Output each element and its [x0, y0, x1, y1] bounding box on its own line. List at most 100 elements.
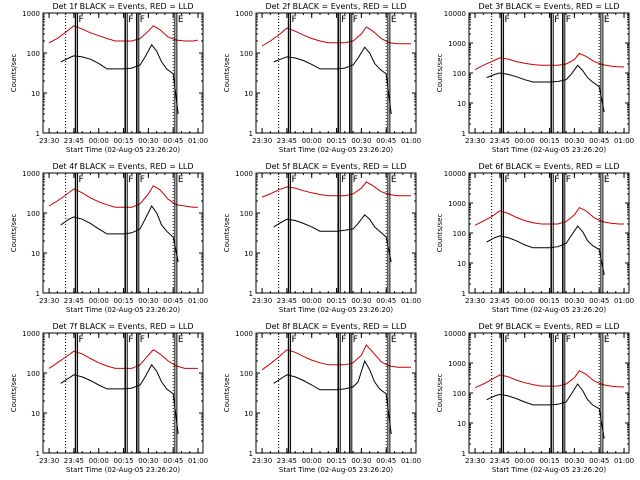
lld-series-line — [48, 185, 198, 208]
y-tick-label: 10 — [31, 410, 40, 418]
panel-title: Det 6f BLACK = Events, RED = LLD — [478, 162, 619, 171]
x-tick-label: 00:30 — [138, 457, 158, 465]
panel-title: Det 4f BLACK = Events, RED = LLD — [52, 162, 193, 171]
x-tick-label: 23:45 — [490, 457, 510, 465]
y-tick-label: 1000 — [22, 330, 40, 338]
x-axis-label: Start Time (02-Aug-05 23:26:20) — [492, 306, 606, 314]
marker-label: F — [566, 175, 571, 185]
marker-label: E — [604, 175, 610, 185]
y-tick-label: 1 — [36, 450, 40, 458]
marker-label: F — [554, 15, 559, 25]
x-tick-label: 00:15 — [326, 297, 346, 305]
x-tick-label: 00:45 — [376, 457, 396, 465]
x-tick-label: 00:15 — [539, 297, 559, 305]
plot-frame — [42, 332, 204, 454]
lld-series-line — [261, 26, 411, 47]
marker-label: F — [566, 15, 571, 25]
x-tick-label: 23:30 — [252, 457, 272, 465]
marker-label: F — [128, 335, 133, 345]
x-tick-label: 00:45 — [589, 137, 609, 145]
x-tick-label: 01:00 — [188, 297, 208, 305]
plot-frame — [42, 172, 204, 294]
x-tick-label: 00:30 — [351, 137, 371, 145]
marker-label: F — [353, 335, 358, 345]
panel-title: Det 5f BLACK = Events, RED = LLD — [265, 162, 406, 171]
plot-frame — [42, 12, 204, 134]
panel-title: Det 1f BLACK = Events, RED = LLD — [52, 2, 193, 11]
x-tick-label: 23:30 — [465, 297, 485, 305]
y-tick-label: 1000 — [448, 200, 466, 208]
y-tick-label: 100 — [453, 70, 466, 78]
y-tick-label: 100 — [27, 210, 40, 218]
plot-frame — [255, 332, 417, 454]
x-tick-label: 00:15 — [539, 137, 559, 145]
lld-series-line — [48, 349, 198, 369]
x-tick-label: 23:30 — [465, 137, 485, 145]
x-tick-label: 00:30 — [138, 137, 158, 145]
x-tick-label: 01:00 — [401, 457, 421, 465]
x-tick-label: 00:30 — [351, 457, 371, 465]
marker-label: F — [292, 335, 297, 345]
y-tick-label: 1000 — [448, 40, 466, 48]
y-tick-label: 1000 — [235, 170, 253, 178]
events-series-line — [486, 64, 605, 113]
x-tick-label: 23:30 — [39, 297, 59, 305]
y-tick-label: 1000 — [448, 360, 466, 368]
lld-series-line — [48, 25, 199, 44]
x-tick-label: 23:30 — [465, 457, 485, 465]
x-axis-label: Start Time (02-Aug-05 23:26:20) — [279, 306, 393, 314]
y-tick-label: 10000 — [444, 10, 466, 18]
y-tick-label: 100 — [240, 370, 253, 378]
marker-label: F — [140, 15, 145, 25]
plot-frame — [255, 172, 417, 294]
panel-title: Det 3f BLACK = Events, RED = LLD — [478, 2, 619, 11]
marker-label: E — [178, 335, 184, 345]
y-tick-label: 1 — [462, 130, 466, 138]
marker-label: F — [566, 335, 571, 345]
y-tick-label: 1 — [462, 290, 466, 298]
y-tick-label: 100 — [453, 230, 466, 238]
y-tick-label: 1000 — [22, 170, 40, 178]
detector-panel: Det 7f BLACK = Events, RED = LLD 1 10 100 10… — [10, 322, 208, 474]
events-series-line — [486, 383, 605, 439]
y-axis-label: Counts/sec — [10, 214, 18, 253]
marker-label: F — [505, 15, 510, 25]
y-axis-label: Counts/sec — [436, 374, 444, 413]
marker-label: F — [79, 15, 84, 25]
plot-frame — [468, 172, 630, 294]
marker-label: F — [79, 175, 84, 185]
x-tick-label: 23:45 — [490, 137, 510, 145]
events-series-line — [273, 46, 392, 114]
x-axis-label: Start Time (02-Aug-05 23:26:20) — [492, 146, 606, 154]
y-tick-label: 1 — [249, 290, 253, 298]
x-tick-label: 01:00 — [188, 457, 208, 465]
y-tick-label: 10 — [31, 90, 40, 98]
x-tick-label: 23:45 — [64, 457, 84, 465]
marker-label: F — [292, 175, 297, 185]
marker-label: E — [391, 335, 397, 345]
x-tick-label: 23:30 — [252, 297, 272, 305]
y-tick-label: 100 — [240, 50, 253, 58]
marker-label: E — [178, 15, 184, 25]
x-tick-label: 23:45 — [277, 137, 297, 145]
y-tick-label: 1 — [36, 130, 40, 138]
y-axis-label: Counts/sec — [223, 54, 231, 93]
marker-label: F — [128, 15, 133, 25]
x-tick-label: 23:30 — [39, 457, 59, 465]
events-series-line — [60, 205, 179, 262]
x-tick-label: 00:30 — [351, 297, 371, 305]
x-tick-label: 00:00 — [515, 137, 535, 145]
x-tick-label: 00:45 — [376, 137, 396, 145]
detector-panel: Det 9f BLACK = Events, RED = LLD 1 10 100 10… — [436, 322, 634, 474]
marker-label: E — [178, 175, 184, 185]
x-tick-label: 00:00 — [302, 297, 322, 305]
x-tick-label: 00:15 — [113, 457, 133, 465]
y-tick-label: 10 — [457, 260, 466, 268]
x-axis-label: Start Time (02-Aug-05 23:26:20) — [492, 466, 606, 474]
y-axis-label: Counts/sec — [223, 374, 231, 413]
x-tick-label: 01:00 — [614, 297, 634, 305]
y-tick-label: 100 — [240, 210, 253, 218]
x-tick-label: 00:15 — [326, 457, 346, 465]
x-tick-label: 00:30 — [564, 457, 584, 465]
